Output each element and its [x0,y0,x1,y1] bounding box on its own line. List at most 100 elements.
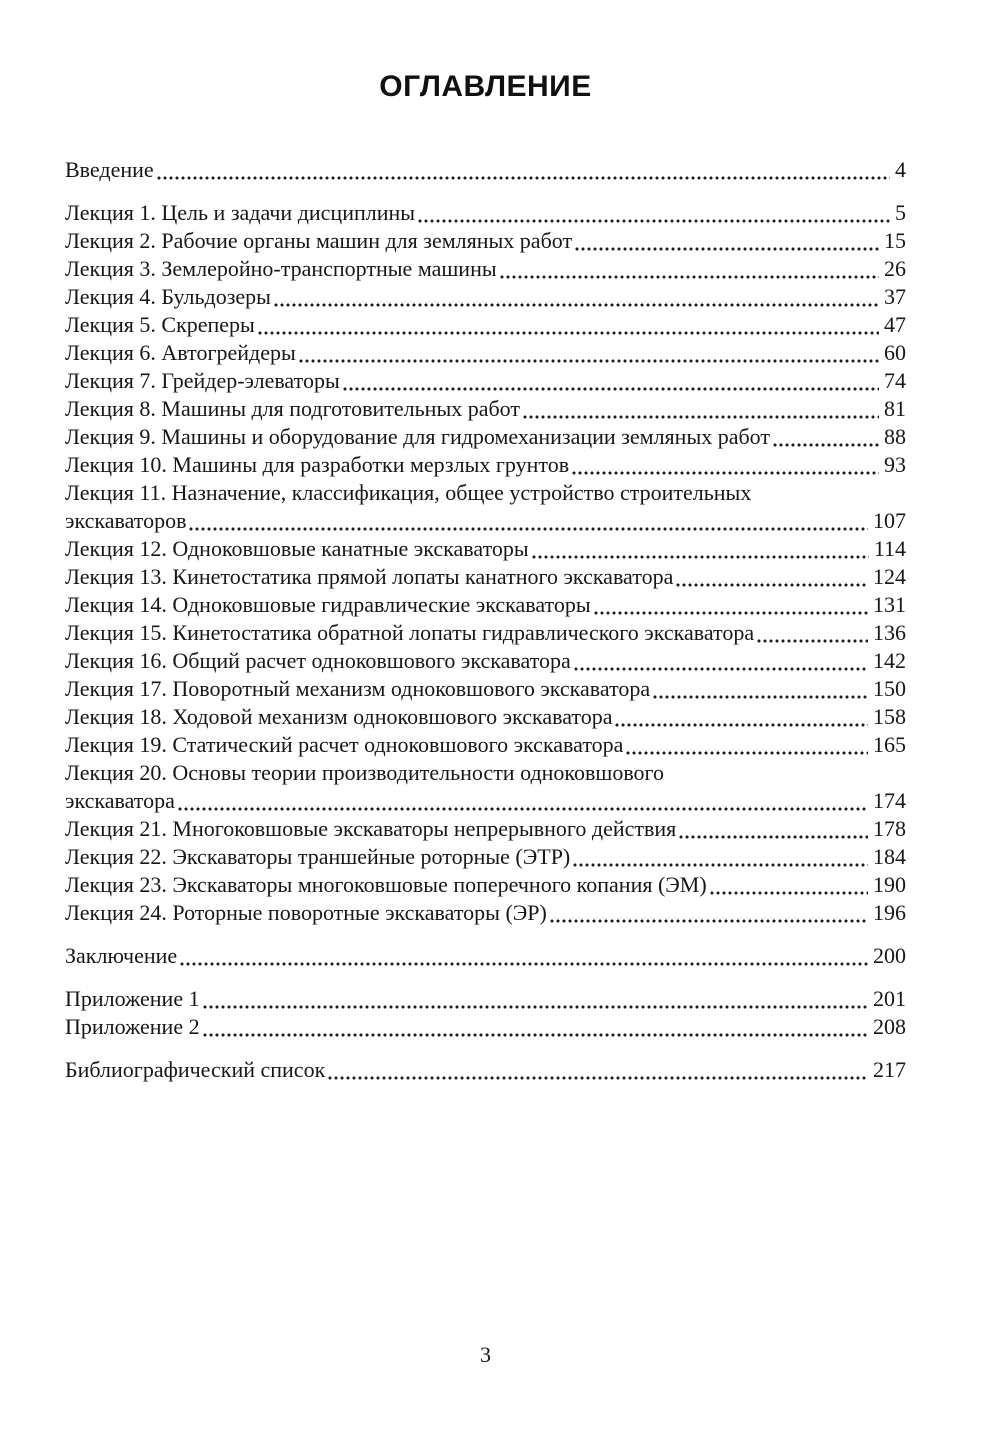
dot-leader [298,359,879,363]
toc-entry: Лекция 20. Основы теории производительно… [65,759,906,787]
toc-entry: Лекция 16. Общий расчет одноковшового эк… [65,647,906,675]
dot-leader [418,219,890,223]
toc-entry-page-number: 158 [873,704,906,729]
toc-entry: Лекция 12. Одноковшовые канатные экскава… [65,535,906,563]
dot-leader [523,415,879,419]
dot-leader [549,919,868,923]
toc-entry-page-number: 74 [884,368,906,393]
toc-entry-page-number: 208 [873,1014,906,1039]
toc-entry-page-number: 15 [884,228,906,253]
dot-leader [593,611,868,615]
toc-entry-title: Библиографический список [65,1057,326,1082]
toc-entry-title: Лекция 10. Машины для разработки мерзлых… [65,452,570,477]
toc-section-intro: Введение 4 [65,156,906,184]
toc-entry-page-number: 124 [873,564,906,589]
toc-entry-title: Лекция 18. Ходовой механизм одноковшовог… [65,704,613,729]
toc-entry-title: Лекция 19. Статический расчет одноковшов… [65,732,624,757]
toc-entry-page-number: 136 [873,620,906,645]
toc-entry-page-number: 142 [873,648,906,673]
toc-entry-title: Лекция 17. Поворотный механизм одноковшо… [65,676,651,701]
toc-entry: Лекция 1. Цель и задачи дисциплины 5 [65,199,906,227]
dot-leader [575,247,879,251]
toc-entry-title: Лекция 14. Одноковшовые гидравлические э… [65,592,591,617]
toc-entry: Лекция 4. Бульдозеры 37 [65,283,906,311]
toc-entry-title: Лекция 6. Автогрейдеры [65,340,296,365]
toc-entry-title: Лекция 5. Скреперы [65,312,255,337]
table-of-contents: Введение 4 Лекция 1. Цель и задачи дисципл… [65,156,906,1084]
toc-entry: Лекция 17. Поворотный механизм одноковшо… [65,675,906,703]
toc-entry-page-number: 184 [873,844,906,869]
dot-leader [202,1033,868,1037]
toc-entry-page-number: 81 [884,396,906,421]
toc-entry: Лекция 11. Назначение, классификация, об… [65,479,906,507]
toc-entry-title: Лекция 7. Грейдер-элеваторы [65,368,340,393]
dot-leader [180,962,868,966]
toc-entry: Лекция 23. Экскаваторы многоковшовые поп… [65,871,906,899]
dot-leader [679,835,868,839]
dot-leader [757,639,868,643]
toc-entry-title: Заключение [65,943,178,968]
toc-entry: Лекция 9. Машины и оборудование для гидр… [65,423,906,451]
toc-entry: Приложение 2 208 [65,1013,906,1041]
toc-entry-page-number: 196 [873,900,906,925]
toc-entry-page-number: 37 [884,284,906,309]
toc-entry-page-number: 131 [873,592,906,617]
toc-entry-title-continued: экскаваторов [65,508,187,533]
dot-leader [156,176,890,180]
toc-entry-title: Лекция 22. Экскаваторы траншейные роторн… [65,844,571,869]
dot-leader [615,723,868,727]
toc-entry: Лекция 22. Экскаваторы траншейные роторн… [65,843,906,871]
page-title: ОГЛАВЛЕНИЕ [379,70,592,103]
dot-leader [257,331,879,335]
toc-entry-title: Лекция 15. Кинетостатика обратной лопаты… [65,620,755,645]
toc-entry: Лекция 13. Кинетостатика прямой лопаты к… [65,563,906,591]
toc-entry: Приложение 1 201 [65,985,906,1013]
toc-entry-page-number: 88 [884,424,906,449]
toc-entry-title: Лекция 16. Общий расчет одноковшового эк… [65,648,571,673]
toc-entry-continuation: экскаваторов 107 [65,507,906,535]
toc-entry-page-number: 178 [873,816,906,841]
toc-entry: Лекция 10. Машины для разработки мерзлых… [65,451,906,479]
toc-entry-page-number: 165 [873,732,906,757]
toc-entry-title: Лекция 3. Землеройно-транспортные машины [65,256,497,281]
toc-entry-page-number: 201 [873,986,906,1011]
toc-entry-page-number: 60 [884,340,906,365]
toc-entry: Лекция 19. Статический расчет одноковшов… [65,731,906,759]
toc-entry: Лекция 5. Скреперы 47 [65,311,906,339]
toc-entry: Лекция 2. Рабочие органы машин для земля… [65,227,906,255]
toc-entry: Лекция 7. Грейдер-элеваторы 74 [65,367,906,395]
toc-entry: Лекция 6. Автогрейдеры 60 [65,339,906,367]
dot-leader [709,891,868,895]
toc-entry-title: Лекция 23. Экскаваторы многоковшовые поп… [65,872,707,897]
dot-leader [499,275,879,279]
toc-entry-title: Лекция 12. Одноковшовые канатные экскава… [65,536,529,561]
dot-leader [273,303,879,307]
toc-entry-continuation: экскаватора 174 [65,787,906,815]
toc-entry-title: Лекция 21. Многоковшовые экскаваторы неп… [65,816,677,841]
page-number: 3 [480,1342,491,1367]
toc-entry-page-number: 150 [873,676,906,701]
toc-entry: Лекция 18. Ходовой механизм одноковшовог… [65,703,906,731]
dot-leader [202,1005,868,1009]
toc-entry-page-number: 107 [873,508,906,533]
toc-entry-title: Введение [65,157,154,182]
dot-leader [653,695,868,699]
dot-leader [773,443,879,447]
toc-section-conclusion: Заключение 200 [65,942,906,970]
toc-entry-title: Лекция 4. Бульдозеры [65,284,271,309]
toc-entry-title: Лекция 24. Роторные поворотные экскавато… [65,900,547,925]
toc-entry: Лекция 21. Многоковшовые экскаваторы неп… [65,815,906,843]
toc-entry-page-number: 114 [873,536,906,561]
toc-entry-page-number: 200 [873,943,906,968]
toc-entry: Лекция 24. Роторные поворотные экскавато… [65,899,906,927]
toc-entry-title-continued: экскаватора [65,788,175,813]
toc-entry-title: Приложение 2 [65,1014,200,1039]
toc-entry: Лекция 8. Машины для подготовительных ра… [65,395,906,423]
dot-leader [676,583,868,587]
toc-entry-title: Лекция 9. Машины и оборудование для гидр… [65,424,771,449]
toc-entry-title: Лекция 13. Кинетостатика прямой лопаты к… [65,564,674,589]
toc-entry: Лекция 15. Кинетостатика обратной лопаты… [65,619,906,647]
toc-entry-page-number: 217 [873,1057,906,1082]
toc-section-bibliography: Библиографический список 217 [65,1056,906,1084]
